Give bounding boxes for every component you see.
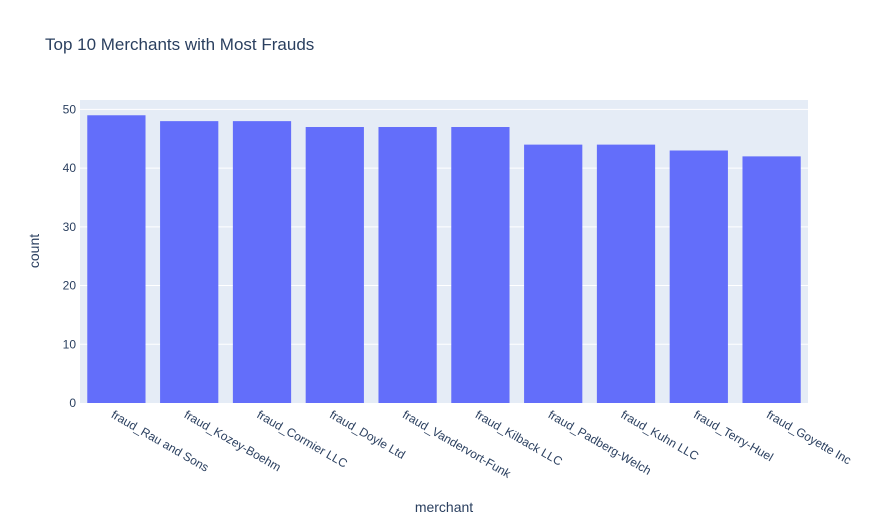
bar <box>596 144 656 403</box>
chart-title: Top 10 Merchants with Most Frauds <box>45 35 314 54</box>
y-tick-label: 40 <box>63 161 77 175</box>
bar <box>742 156 801 403</box>
bar <box>305 127 364 403</box>
bar <box>378 127 437 403</box>
x-tick-label: fraud_Goyette Inc <box>764 407 854 467</box>
bar <box>232 121 292 404</box>
bar <box>451 127 510 403</box>
bar <box>87 115 146 403</box>
x-tick-label: fraud_Terry-Huel <box>691 407 775 464</box>
x-axis-ticks: fraud_Rau and Sonsfraud_Kozey-Boehmfraud… <box>109 407 854 481</box>
bar <box>160 121 219 404</box>
y-tick-label: 10 <box>63 337 77 351</box>
y-tick-label: 50 <box>63 102 77 116</box>
y-axis-ticks: 0 10 20 30 40 50 <box>63 102 77 410</box>
y-tick-label: 20 <box>63 279 77 293</box>
bar <box>524 144 583 403</box>
bars <box>87 115 801 404</box>
x-axis-title: merchant <box>415 499 473 515</box>
y-axis-title: count <box>26 234 42 268</box>
y-tick-label: 30 <box>63 220 77 234</box>
y-tick-label: 0 <box>69 396 76 410</box>
bar <box>669 150 728 403</box>
